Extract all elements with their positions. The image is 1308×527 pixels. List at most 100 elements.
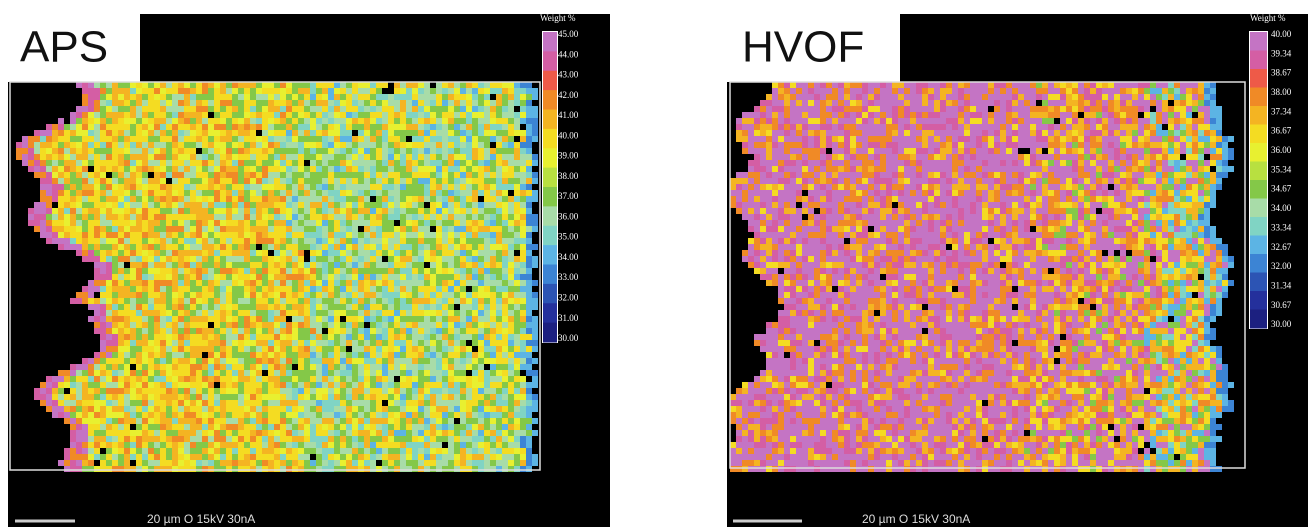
map-pixel [190,208,196,214]
map-pixel [106,304,112,310]
map-pixel [364,352,370,358]
map-pixel [442,262,448,268]
map-pixel [532,178,538,184]
map-pixel [508,166,514,172]
map-pixel [184,94,190,100]
map-pixel [178,364,184,370]
map-pixel [154,262,160,268]
map-pixel [526,352,532,358]
map-pixel [112,412,118,418]
map-pixel [274,226,280,232]
map-pixel [376,448,382,454]
map-pixel [142,244,148,250]
map-pixel [466,328,472,334]
map-pixel [250,202,256,208]
map-pixel [238,196,244,202]
map-pixel [106,88,112,94]
map-pixel [226,370,232,376]
map-pixel [418,442,424,448]
map-pixel [226,292,232,298]
map-pixel [520,178,526,184]
map-pixel [46,400,52,406]
map-pixel [424,328,430,334]
map-pixel [226,346,232,352]
map-pixel [190,196,196,202]
map-pixel [316,142,322,148]
map-pixel [238,406,244,412]
map-pixel [400,406,406,412]
map-pixel [322,418,328,424]
map-pixel [40,166,46,172]
map-pixel [472,94,478,100]
map-pixel [430,232,436,238]
map-pixel [238,136,244,142]
map-pixel [64,220,70,226]
map-pixel [100,94,106,100]
map-pixel [304,454,310,460]
map-pixel [376,394,382,400]
map-pixel [514,262,520,268]
map-pixel [436,238,442,244]
map-pixel [352,442,358,448]
map-pixel [472,298,478,304]
map-pixel [208,244,214,250]
map-pixel [358,286,364,292]
map-pixel [52,184,58,190]
map-pixel [244,172,250,178]
map-pixel [76,442,82,448]
map-pixel [106,346,112,352]
map-pixel [118,310,124,316]
map-pixel [154,142,160,148]
map-pixel [358,250,364,256]
map-pixel [388,394,394,400]
map-pixel [424,442,430,448]
map-pixel [352,424,358,430]
map-pixel [298,298,304,304]
map-pixel [88,394,94,400]
map-pixel [262,358,268,364]
map-pixel [460,406,466,412]
map-pixel [226,100,232,106]
map-pixel [88,412,94,418]
map-pixel [166,376,172,382]
map-pixel [46,226,52,232]
map-pixel [448,130,454,136]
map-pixel [166,190,172,196]
map-pixel [100,430,106,436]
map-pixel [22,136,28,142]
map-pixel [286,310,292,316]
map-pixel [100,88,106,94]
map-pixel [346,454,352,460]
map-pixel [358,298,364,304]
map-pixel [304,334,310,340]
map-pixel [274,304,280,310]
map-pixel [526,202,532,208]
map-pixel [208,370,214,376]
map-pixel [220,340,226,346]
map-pixel [340,136,346,142]
map-pixel [340,430,346,436]
map-pixel [190,130,196,136]
map-pixel [352,346,358,352]
map-pixel [190,166,196,172]
map-pixel [526,148,532,154]
map-pixel [394,202,400,208]
map-pixel [142,442,148,448]
map-pixel [136,292,142,298]
map-pixel [148,292,154,298]
map-pixel [112,106,118,112]
map-pixel [376,136,382,142]
map-pixel [40,154,46,160]
map-pixel [400,328,406,334]
map-pixel [160,322,166,328]
map-pixel [100,124,106,130]
map-pixel [142,298,148,304]
map-pixel [394,130,400,136]
map-pixel [424,232,430,238]
map-pixel [190,178,196,184]
map-pixel [424,358,430,364]
map-pixel [358,262,364,268]
map-pixel [400,286,406,292]
map-pixel [112,280,118,286]
map-pixel [286,436,292,442]
